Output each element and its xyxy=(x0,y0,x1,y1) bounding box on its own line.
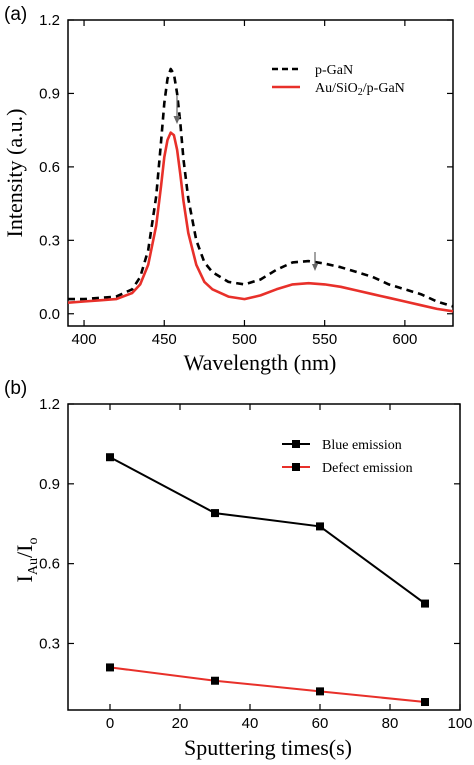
panel-a-x-tick-label: 550 xyxy=(312,331,337,348)
panel-b: (b) 0 20 40 60 80 100 0.3 0.6 0.9 1.2 Blue emissi… xyxy=(4,378,473,760)
series-defect-emission-line xyxy=(109,666,426,703)
panel-a-y-tick-label: 1.2 xyxy=(39,12,60,29)
series-blue-emission-line xyxy=(109,456,426,605)
panel-b-y-axis-title: IAu/Io xyxy=(12,538,41,583)
panel-a-legend: p-GaN Au/SiO2/p-GaN xyxy=(272,63,405,98)
panel-a-x-tick-label: 500 xyxy=(232,331,257,348)
defect-drop-arrowhead xyxy=(312,264,318,271)
series-defect-emission-marker xyxy=(421,698,429,707)
panel-b-x-tick-label: 0 xyxy=(106,715,114,732)
panel-b-x-tick-label: 60 xyxy=(312,715,329,732)
series-blue-emission-marker xyxy=(421,599,429,608)
panel-b-x-tick-label: 40 xyxy=(242,715,259,732)
panel-b-x-tick-label: 20 xyxy=(172,715,189,732)
legend-au-sio2-label-sub: 2 xyxy=(358,87,363,98)
panel-b-y-axis-title-slash-i: /I xyxy=(12,545,37,558)
panel-b-label: (b) xyxy=(4,378,27,399)
panel-a-x-axis-title: Wavelength (nm) xyxy=(184,350,337,375)
panel-a-y-tick-label: 0.3 xyxy=(39,232,60,249)
legend-blue-emission-label: Blue emission xyxy=(322,438,402,453)
panel-b-x-tick-label: 100 xyxy=(447,715,472,732)
panel-a-y-tick-label: 0.0 xyxy=(39,306,60,323)
panel-a-x-tick-label: 400 xyxy=(72,331,97,348)
panel-a-plot-frame xyxy=(67,19,454,327)
panel-b-x-tick-label: 80 xyxy=(382,715,399,732)
panel-b-y-tick-label: 0.6 xyxy=(39,556,60,573)
series-blue-emission-marker xyxy=(316,522,324,531)
legend-defect-emission-label: Defect emission xyxy=(322,461,413,476)
panel-b-legend: Blue emission Defect emission xyxy=(282,438,413,476)
legend-defect-emission-swatch-marker xyxy=(292,463,300,471)
series-blue-emission-marker xyxy=(106,453,114,462)
panel-b-y-axis-title-sub-o: o xyxy=(26,538,41,545)
legend-au-sio2-label-part1: Au/SiO xyxy=(315,81,358,96)
panel-a-y-tick-label: 0.6 xyxy=(39,159,60,176)
panel-b-series xyxy=(106,453,429,707)
panel-b-y-axis-title-sub-au: Au xyxy=(26,558,41,575)
series-defect-emission-marker xyxy=(211,676,219,685)
series-defect-emission-marker xyxy=(316,687,324,696)
panel-a: (a) 400 450 500 550 600 0.0 0.3 0.6 0.9 1.2 p-GaN… xyxy=(2,4,454,375)
panel-a-x-tick-label: 450 xyxy=(152,331,177,348)
series-au-sio2-p-gan-line xyxy=(67,131,454,313)
panel-b-axis-ticks: 0 20 40 60 80 100 0.3 0.6 0.9 1.2 xyxy=(39,396,472,732)
series-p-gan-line xyxy=(68,67,454,308)
legend-au-sio2-label: Au/SiO2/p-GaN xyxy=(315,81,405,98)
panel-b-x-axis-title: Sputtering times(s) xyxy=(184,735,352,760)
legend-blue-emission-swatch-marker xyxy=(292,440,300,448)
panel-b-y-tick-label: 0.3 xyxy=(39,635,60,652)
panel-a-y-axis-title: Intensity (a.u.) xyxy=(2,109,27,238)
panel-a-x-tick-label: 600 xyxy=(392,331,417,348)
panel-a-series xyxy=(67,67,454,313)
panel-a-y-tick-label: 0.9 xyxy=(39,85,60,102)
legend-au-sio2-label-part2: /p-GaN xyxy=(363,81,405,96)
series-defect-emission-marker xyxy=(106,663,114,672)
panel-a-arrows xyxy=(173,96,318,271)
panel-a-label: (a) xyxy=(4,4,27,25)
panel-b-y-tick-label: 0.9 xyxy=(39,476,60,493)
legend-p-gan-label: p-GaN xyxy=(315,63,353,78)
panel-b-y-tick-label: 1.2 xyxy=(39,396,60,413)
series-blue-emission-marker xyxy=(211,509,219,518)
peak-drop-arrowhead xyxy=(173,116,181,124)
panel-b-y-axis-title-i: I xyxy=(12,575,37,582)
panel-b-plot-frame xyxy=(67,403,461,711)
panel-a-axis-ticks: 400 450 500 550 600 0.0 0.3 0.6 0.9 1.2 xyxy=(39,12,453,348)
